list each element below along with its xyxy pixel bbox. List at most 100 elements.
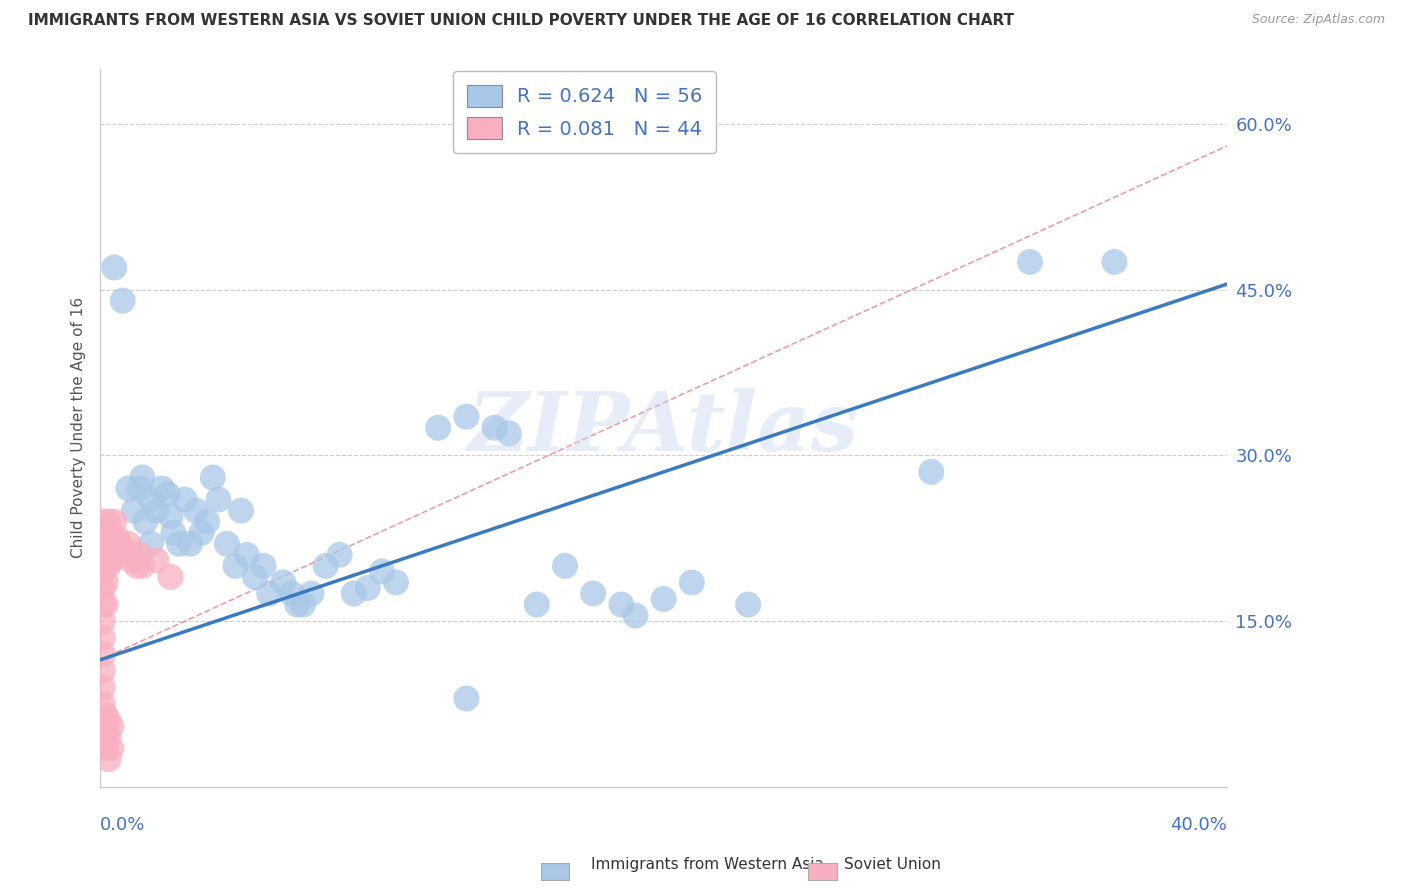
Point [94, 708, 117, 723]
Point [456, 409, 478, 424]
Point [134, 515, 156, 529]
Point [91, 664, 114, 678]
Point [91, 648, 114, 662]
Point [103, 260, 125, 275]
Point [100, 719, 122, 733]
Point [737, 598, 759, 612]
Point [243, 570, 266, 584]
Point [1019, 255, 1042, 269]
Point [173, 492, 195, 507]
Point [159, 509, 181, 524]
Point [94, 741, 117, 756]
Point [1104, 255, 1126, 269]
Point [301, 586, 323, 600]
Point [131, 470, 153, 484]
Point [190, 525, 212, 540]
Point [91, 681, 114, 695]
Point [652, 592, 675, 607]
Point [195, 515, 218, 529]
Point [114, 548, 136, 562]
Point [229, 503, 252, 517]
Point [315, 558, 337, 573]
Point [139, 492, 162, 507]
Point [100, 553, 122, 567]
Point [184, 503, 207, 517]
Point [291, 598, 314, 612]
Point [94, 537, 117, 551]
Point [252, 558, 274, 573]
Point [91, 719, 114, 733]
Point [162, 525, 184, 540]
Point [145, 503, 167, 517]
Point [329, 548, 352, 562]
Point [105, 531, 128, 545]
Point [271, 575, 294, 590]
Point [97, 515, 120, 529]
Point [100, 741, 122, 756]
Point [100, 531, 122, 545]
Point [285, 598, 308, 612]
Text: 0.0%: 0.0% [100, 815, 145, 834]
Point [94, 598, 117, 612]
Point [97, 558, 120, 573]
Point [371, 565, 394, 579]
Point [97, 730, 120, 744]
Text: ZIPAtlas: ZIPAtlas [468, 388, 859, 467]
Point [582, 586, 605, 600]
Point [91, 515, 114, 529]
Text: Soviet Union: Soviet Union [844, 857, 941, 872]
Point [91, 736, 114, 750]
Point [131, 558, 153, 573]
Point [681, 575, 703, 590]
Point [117, 537, 139, 551]
Point [91, 697, 114, 711]
Point [920, 465, 942, 479]
Point [128, 482, 150, 496]
Point [215, 537, 238, 551]
Point [94, 575, 117, 590]
Point [427, 421, 450, 435]
Point [103, 537, 125, 551]
Point [224, 558, 246, 573]
Point [145, 553, 167, 567]
Point [120, 553, 142, 567]
Point [94, 558, 117, 573]
Point [201, 470, 224, 484]
Point [624, 608, 647, 623]
Point [456, 691, 478, 706]
Point [179, 537, 201, 551]
Point [108, 537, 131, 551]
Point [484, 421, 506, 435]
Point [97, 752, 120, 766]
Point [257, 586, 280, 600]
Y-axis label: Child Poverty Under the Age of 16: Child Poverty Under the Age of 16 [72, 297, 86, 558]
Point [357, 581, 380, 595]
Point [554, 558, 576, 573]
Point [385, 575, 408, 590]
Point [117, 482, 139, 496]
Point [235, 548, 257, 562]
Text: IMMIGRANTS FROM WESTERN ASIA VS SOVIET UNION CHILD POVERTY UNDER THE AGE OF 16 C: IMMIGRANTS FROM WESTERN ASIA VS SOVIET U… [28, 13, 1014, 29]
Point [280, 586, 302, 600]
Point [159, 570, 181, 584]
Point [97, 537, 120, 551]
Point [122, 548, 145, 562]
Point [526, 598, 548, 612]
Point [97, 714, 120, 728]
Point [111, 542, 134, 557]
Point [91, 598, 114, 612]
Point [139, 537, 162, 551]
Point [91, 581, 114, 595]
Point [91, 631, 114, 645]
Point [343, 586, 366, 600]
Point [167, 537, 190, 551]
Point [128, 548, 150, 562]
Text: Source: ZipAtlas.com: Source: ZipAtlas.com [1251, 13, 1385, 27]
Point [111, 293, 134, 308]
Point [94, 724, 117, 739]
Point [91, 542, 114, 557]
Legend: R = 0.624   N = 56, R = 0.081   N = 44: R = 0.624 N = 56, R = 0.081 N = 44 [453, 71, 716, 153]
Point [91, 565, 114, 579]
Point [610, 598, 633, 612]
Point [122, 503, 145, 517]
